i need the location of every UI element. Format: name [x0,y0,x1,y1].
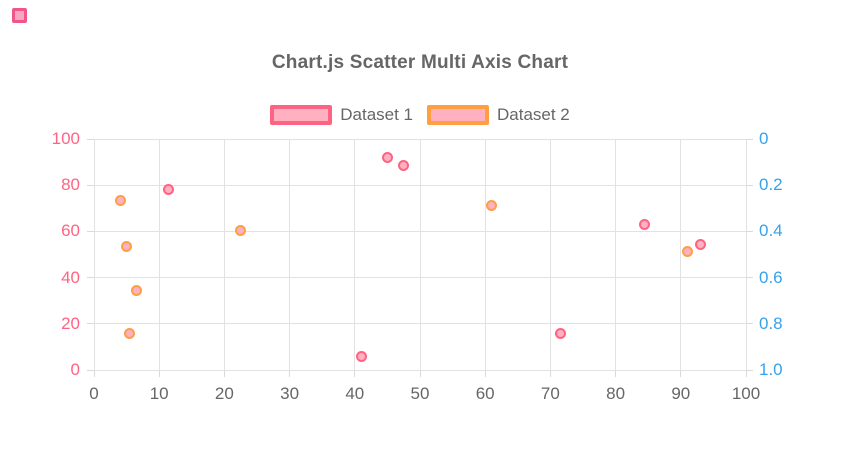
x-tick-mark [549,370,551,377]
scatter-point-dataset-2[interactable] [681,245,693,257]
y-left-tick-mark [87,230,94,232]
scatter-point-dataset-1[interactable] [639,218,651,230]
x-tick-label: 0 [89,384,99,403]
x-gridline [615,139,617,370]
scatter-point-dataset-1[interactable] [554,327,566,339]
y-gridline [94,277,746,279]
x-tick-label: 100 [731,384,761,403]
scatter-point-dataset-2[interactable] [124,327,136,339]
y-right-tick-mark [746,138,753,140]
y-gridline [94,230,746,232]
y-left-tick-label: 80 [61,175,80,195]
y-right-tick-mark [746,230,753,232]
x-gridline [93,139,95,370]
x-tick-mark [745,370,747,377]
x-gridline [354,139,356,370]
y-left-tick-mark [87,184,94,186]
x-gridline [549,139,551,370]
x-gridline [289,139,291,370]
legend-label: Dataset 1 [340,105,413,124]
x-tick-label: 20 [214,384,234,403]
y-left-tick-mark [87,369,94,371]
legend-item-dataset-1[interactable]: Dataset 1 [270,105,413,125]
x-tick-mark [484,370,486,377]
legend-swatch-dataset-1 [270,105,333,125]
scatter-point-dataset-1[interactable] [355,350,367,362]
legend-item-dataset-2[interactable]: Dataset 2 [427,105,570,125]
x-gridline [158,139,160,370]
y-right-tick-mark [746,277,753,279]
y-right-tick-label: 0.6 [759,267,783,287]
y-gridline [94,184,746,186]
x-tick-label: 50 [410,384,430,403]
x-tick-mark [93,370,95,377]
y-left-tick-label: 0 [70,360,80,379]
scatter-point-dataset-1[interactable] [694,238,706,250]
y-right-tick-mark [746,369,753,371]
x-tick-mark [289,370,291,377]
y-left-tick-mark [87,138,94,140]
x-tick-mark [223,370,225,377]
pink-color-swatch [12,8,27,23]
x-tick-label: 10 [149,384,169,403]
y-right-tick-mark [746,323,753,325]
x-gridline [484,139,486,370]
y-left-tick-label: 20 [61,313,80,333]
y-gridline [94,138,746,140]
legend-swatch-dataset-2 [427,105,489,125]
x-tick-label: 90 [671,384,691,403]
scatter-point-dataset-2[interactable] [130,284,142,296]
x-tick-label: 80 [606,384,626,403]
x-tick-label: 40 [345,384,365,403]
x-tick-mark [615,370,617,377]
y-gridline [94,323,746,325]
y-gridline [94,369,746,371]
y-left-tick-label: 100 [51,129,80,148]
chart-legend: Dataset 1 Dataset 2 [0,103,840,127]
x-gridline [745,139,747,370]
y-right-tick-label: 0 [759,129,769,148]
x-gridline [419,139,421,370]
y-left-tick-mark [87,277,94,279]
scatter-point-dataset-2[interactable] [486,200,498,212]
x-tick-label: 30 [280,384,300,403]
scatter-point-dataset-2[interactable] [235,224,247,236]
legend-label: Dataset 2 [497,105,570,124]
y-left-tick-label: 60 [61,221,80,241]
x-tick-mark [158,370,160,377]
x-gridline [680,139,682,370]
y-right-tick-label: 0.4 [759,221,783,241]
scatter-point-dataset-2[interactable] [121,240,133,252]
x-gridline [223,139,225,370]
x-tick-label: 70 [540,384,560,403]
chart-title: Chart.js Scatter Multi Axis Chart [271,52,569,73]
y-right-tick-label: 1.0 [759,360,783,379]
y-left-tick-mark [87,323,94,325]
x-tick-label: 60 [475,384,495,403]
x-tick-mark [354,370,356,377]
y-left-tick-label: 40 [61,267,80,287]
scatter-point-dataset-1[interactable] [381,151,393,163]
x-tick-mark [419,370,421,377]
scatter-point-dataset-1[interactable] [163,184,175,196]
y-right-tick-label: 0.8 [759,313,783,333]
scatter-point-dataset-1[interactable] [398,160,410,172]
y-right-tick-label: 0.2 [759,175,783,195]
y-right-tick-mark [746,184,753,186]
scatter-point-dataset-2[interactable] [114,194,126,206]
x-tick-mark [680,370,682,377]
